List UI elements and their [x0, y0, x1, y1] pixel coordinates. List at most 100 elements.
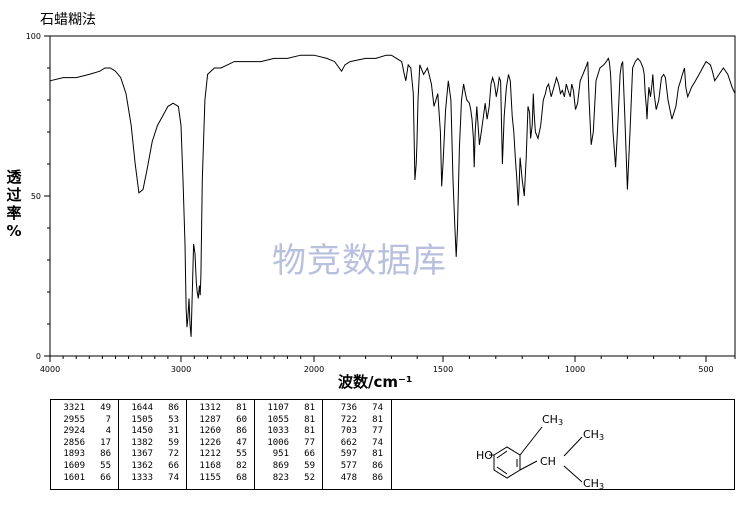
peak-transmittance: 59 [304, 460, 315, 471]
peak-wavenumber: 1450 [131, 426, 153, 437]
peak-wavenumber: 869 [272, 460, 289, 471]
peak-transmittance: 7 [105, 414, 111, 425]
peak-transmittance: 81 [304, 403, 315, 413]
peak-column: 1107 81 1055 81 1033 81 1006 77 951 66 869 59 823 52 [255, 400, 323, 489]
peak-row: 1362 66 [119, 461, 186, 473]
y-axis-label-char: 透 [6, 168, 22, 186]
peak-wavenumber: 1333 [131, 472, 153, 483]
peak-row: 1893 86 [51, 449, 118, 461]
peak-transmittance: 66 [100, 472, 111, 483]
peak-wavenumber: 1382 [131, 437, 153, 448]
methyl-label: CH3 [583, 428, 604, 442]
ring-double-bond [496, 466, 508, 475]
methyl-bond [519, 426, 543, 456]
peak-wavenumber: 2856 [63, 437, 85, 448]
isopropyl-bond [519, 460, 538, 471]
watermark: 物竞数据库 [272, 241, 447, 281]
peak-transmittance: 81 [372, 414, 383, 425]
peak-row: 1055 81 [255, 415, 322, 427]
x-tick-label: 4000 [40, 365, 60, 374]
x-axis-label: 波数/cm⁻¹ [338, 373, 413, 391]
x-tick-label: 1500 [433, 365, 453, 374]
peak-row: 478 86 [323, 473, 391, 485]
peak-row: 577 86 [323, 461, 391, 473]
peak-transmittance: 31 [168, 426, 179, 437]
peak-transmittance: 77 [304, 437, 315, 448]
peak-transmittance: 86 [372, 460, 383, 471]
structure-panel: HO CH3 CH CH3 CH3 [392, 399, 735, 491]
peak-wavenumber: 1609 [63, 460, 85, 471]
peak-wavenumber: 1055 [267, 414, 289, 425]
peak-wavenumber: 1367 [131, 449, 153, 460]
x-tick-label: 500 [698, 365, 713, 374]
y-axis-label: 透 过 率 % [3, 168, 25, 240]
peak-row: 722 81 [323, 415, 391, 427]
peak-wavenumber: 1155 [199, 472, 221, 483]
peak-wavenumber: 1362 [131, 460, 153, 471]
peak-wavenumber: 1505 [131, 414, 153, 425]
peak-row: 1006 77 [255, 438, 322, 450]
peak-transmittance: 49 [100, 403, 111, 413]
peak-row: 736 74 [323, 403, 391, 415]
peak-wavenumber: 597 [340, 449, 357, 460]
peak-column: 736 74 722 81 703 77 662 74 597 81 577 86 478 86 [323, 400, 391, 489]
peak-row: 1601 66 [51, 473, 118, 485]
peak-row: 1107 81 [255, 403, 322, 415]
peak-transmittance: 47 [236, 437, 247, 448]
peak-transmittance: 81 [236, 403, 247, 413]
peak-transmittance: 81 [372, 449, 383, 460]
peak-row: 1033 81 [255, 426, 322, 438]
peak-transmittance: 86 [236, 426, 247, 437]
isopropyl-upper-bond [563, 436, 583, 457]
peak-transmittance: 72 [168, 449, 179, 460]
peak-wavenumber: 722 [340, 414, 357, 425]
y-tick-label: 0 [36, 352, 41, 361]
peak-wavenumber: 577 [340, 460, 357, 471]
ring-double-bond [496, 450, 508, 459]
peak-row: 597 81 [323, 449, 391, 461]
peak-wavenumber: 1644 [131, 403, 153, 413]
x-tick-label: 2000 [304, 365, 324, 374]
peak-wavenumber: 1893 [63, 449, 85, 460]
ir-spectrum-chart: 0 50 100 4000 3000 2000 1500 1000 500 [26, 32, 736, 374]
benzene-ring [493, 446, 521, 479]
peak-transmittance: 74 [372, 403, 383, 413]
peak-row: 1333 74 [119, 473, 186, 485]
peak-row: 3321 49 [51, 403, 118, 415]
peak-column: 1312 81 1287 60 1260 86 1226 47 1212 55 1168 82 1155… [187, 400, 255, 489]
peak-wavenumber: 1287 [199, 414, 221, 425]
peak-row: 662 74 [323, 438, 391, 450]
peak-row: 2856 17 [51, 438, 118, 450]
methyl-label: CH3 [542, 413, 563, 427]
peak-transmittance: 4 [105, 426, 111, 437]
peak-transmittance: 82 [236, 460, 247, 471]
peak-transmittance: 66 [304, 449, 315, 460]
peak-row: 703 77 [323, 426, 391, 438]
peak-row: 823 52 [255, 473, 322, 485]
ho-label: HO [476, 449, 493, 462]
peak-transmittance: 66 [168, 460, 179, 471]
peak-transmittance: 55 [100, 460, 111, 471]
peak-transmittance: 60 [236, 414, 247, 425]
spectrum-line [49, 54, 736, 337]
isopropyl-lower-bond [563, 465, 583, 483]
peak-transmittance: 17 [100, 437, 111, 448]
peak-wavenumber: 3321 [63, 403, 85, 413]
peak-row: 1609 55 [51, 461, 118, 473]
peak-wavenumber: 1312 [199, 403, 221, 413]
peak-row: 1212 55 [187, 449, 254, 461]
peak-transmittance: 77 [372, 426, 383, 437]
peak-wavenumber: 1033 [267, 426, 289, 437]
peak-row: 1644 86 [119, 403, 186, 415]
peak-wavenumber: 951 [272, 449, 289, 460]
peak-wavenumber: 478 [340, 472, 357, 483]
peak-row: 1505 53 [119, 415, 186, 427]
peak-row: 2955 7 [51, 415, 118, 427]
peak-transmittance: 59 [168, 437, 179, 448]
peak-row: 1312 81 [187, 403, 254, 415]
peak-wavenumber: 1260 [199, 426, 221, 437]
peak-wavenumber: 823 [272, 472, 289, 483]
peak-row: 1367 72 [119, 449, 186, 461]
peak-column: 1644 86 1505 53 1450 31 1382 59 1367 72 1362 66 1333… [119, 400, 187, 489]
peak-row: 1155 68 [187, 473, 254, 485]
